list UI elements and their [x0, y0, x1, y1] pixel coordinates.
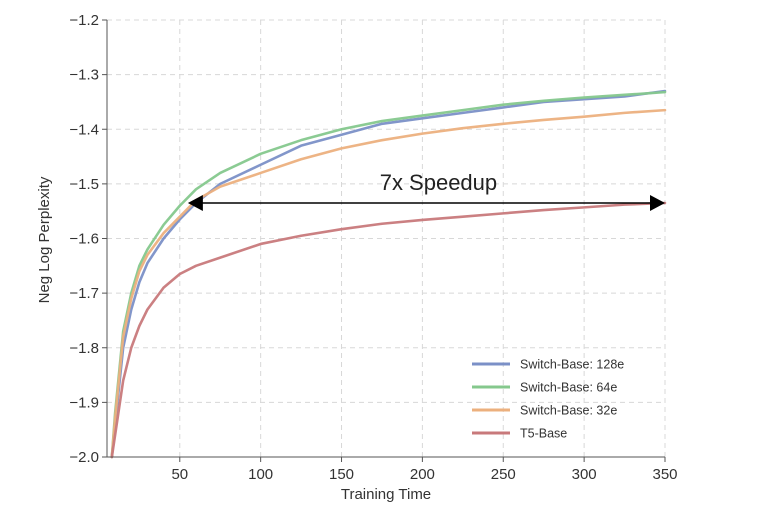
speedup-annotation-label: 7x Speedup	[380, 170, 497, 195]
series-line-3	[110, 201, 667, 459]
series-lines	[110, 89, 667, 459]
grid-lines	[107, 19, 666, 458]
series-line-2	[110, 108, 667, 459]
series-line-0	[110, 89, 667, 459]
y-tick-label: −1.6	[69, 231, 99, 248]
x-tick-label: 350	[652, 466, 677, 483]
series-line-1	[110, 90, 667, 459]
x-tick-label: 200	[410, 466, 435, 483]
y-tick-label: −1.8	[69, 340, 99, 357]
legend-label-1: Switch-Base: 64e	[520, 381, 617, 395]
y-tick-label: −1.5	[69, 176, 99, 193]
y-tick-label: −1.3	[69, 67, 99, 84]
x-tick-label: 150	[329, 466, 354, 483]
speedup-arrow-right-head	[650, 194, 665, 211]
y-tick-label: −1.9	[69, 394, 99, 411]
annotations: 7x Speedup	[187, 170, 665, 211]
x-tick-label: 100	[248, 466, 273, 483]
speedup-arrow-left-head	[187, 194, 203, 211]
legend: Switch-Base: 128e Switch-Base: 64e Switch-…	[472, 358, 624, 441]
y-tick-label: −1.4	[69, 121, 99, 138]
x-tick-label: 250	[491, 466, 516, 483]
y-tick-label: −1.2	[69, 12, 99, 29]
legend-label-2: Switch-Base: 32e	[520, 404, 617, 418]
y-axis-title: Neg Log Perplexity	[36, 176, 53, 303]
x-axis-title: Training Time	[341, 486, 431, 503]
legend-label-0: Switch-Base: 128e	[520, 358, 624, 372]
x-tick-label: 50	[171, 466, 188, 483]
y-tick-label: −2.0	[69, 449, 99, 466]
legend-label-3: T5-Base	[520, 427, 567, 441]
x-tick-label: 300	[572, 466, 597, 483]
y-tick-label: −1.7	[69, 285, 99, 302]
axes: −2.0 −1.9 −1.8 −1.7 −1.6 −1.5 −1.4 −1.3 −1.2 50 10…	[69, 12, 677, 483]
